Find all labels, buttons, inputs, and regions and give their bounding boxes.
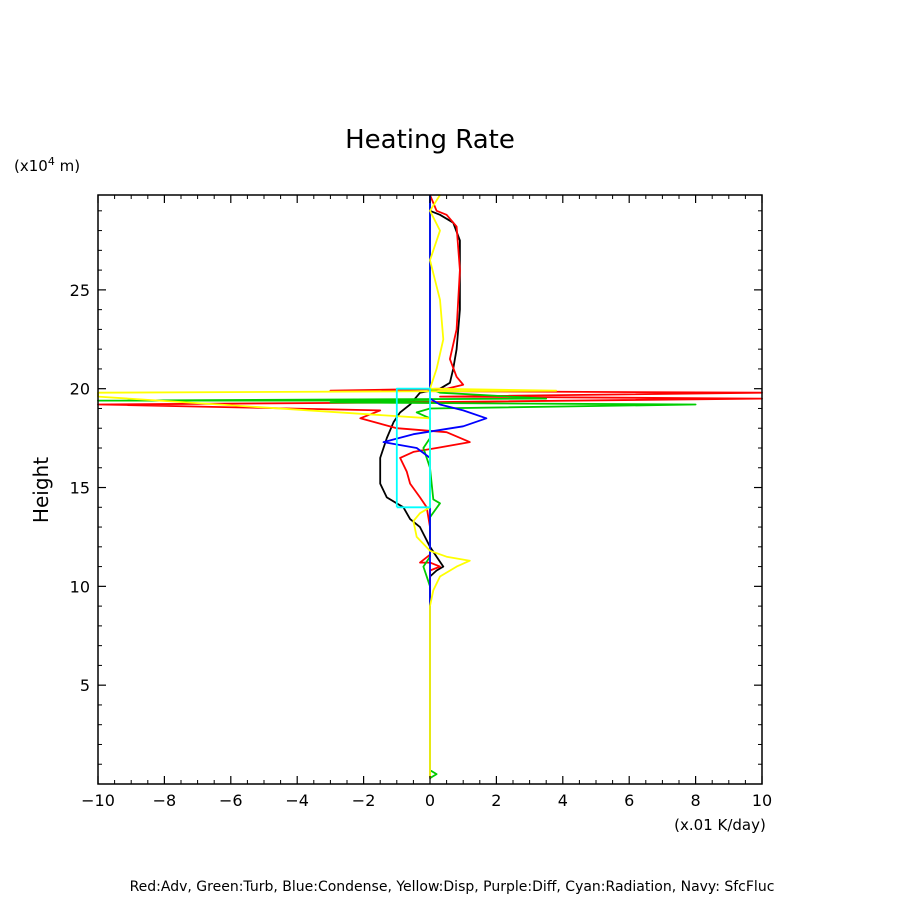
x-tick-label: 2	[491, 791, 501, 810]
y-unit-label: (x104 m)	[14, 155, 80, 175]
series-line-total	[379, 195, 461, 779]
legend-caption: Red:Adv, Green:Turb, Blue:Condense, Yell…	[130, 879, 775, 895]
x-tick-label: 4	[558, 791, 568, 810]
plot-frame	[97, 194, 763, 785]
y-tick-label: 20	[70, 380, 90, 399]
ticks-layer: −10 −8 −6 −4 −2 0 2 4 6 8 10 5 10 15 20 25	[70, 195, 772, 810]
series-line-radiation	[395, 387, 431, 509]
x-tick-label: 10	[752, 791, 772, 810]
y-tick-label: 15	[70, 479, 90, 498]
x-tick-label: 0	[425, 791, 435, 810]
series-line-disp	[97, 194, 558, 779]
y-tick-label: 25	[70, 281, 90, 300]
x-tick-label: 6	[624, 791, 634, 810]
x-unit-label: (x.01 K/day)	[674, 816, 766, 834]
x-tick-label: −10	[81, 791, 115, 810]
y-unit-prefix: (x10	[14, 157, 48, 175]
y-tick-label: 10	[70, 577, 90, 596]
x-tick-label: 8	[691, 791, 701, 810]
x-tick-label: −2	[352, 791, 376, 810]
y-tick-label: 5	[80, 676, 90, 695]
x-tick-label: −8	[153, 791, 177, 810]
y-axis-label: Height	[29, 457, 53, 523]
x-tick-label: −6	[219, 791, 243, 810]
x-tick-label: −4	[285, 791, 309, 810]
y-unit-suffix: m)	[55, 157, 80, 175]
series-layer	[97, 194, 763, 779]
chart-title: Heating Rate	[345, 125, 515, 155]
y-unit-exponent: 4	[48, 155, 55, 168]
series-line-condense	[382, 195, 488, 779]
